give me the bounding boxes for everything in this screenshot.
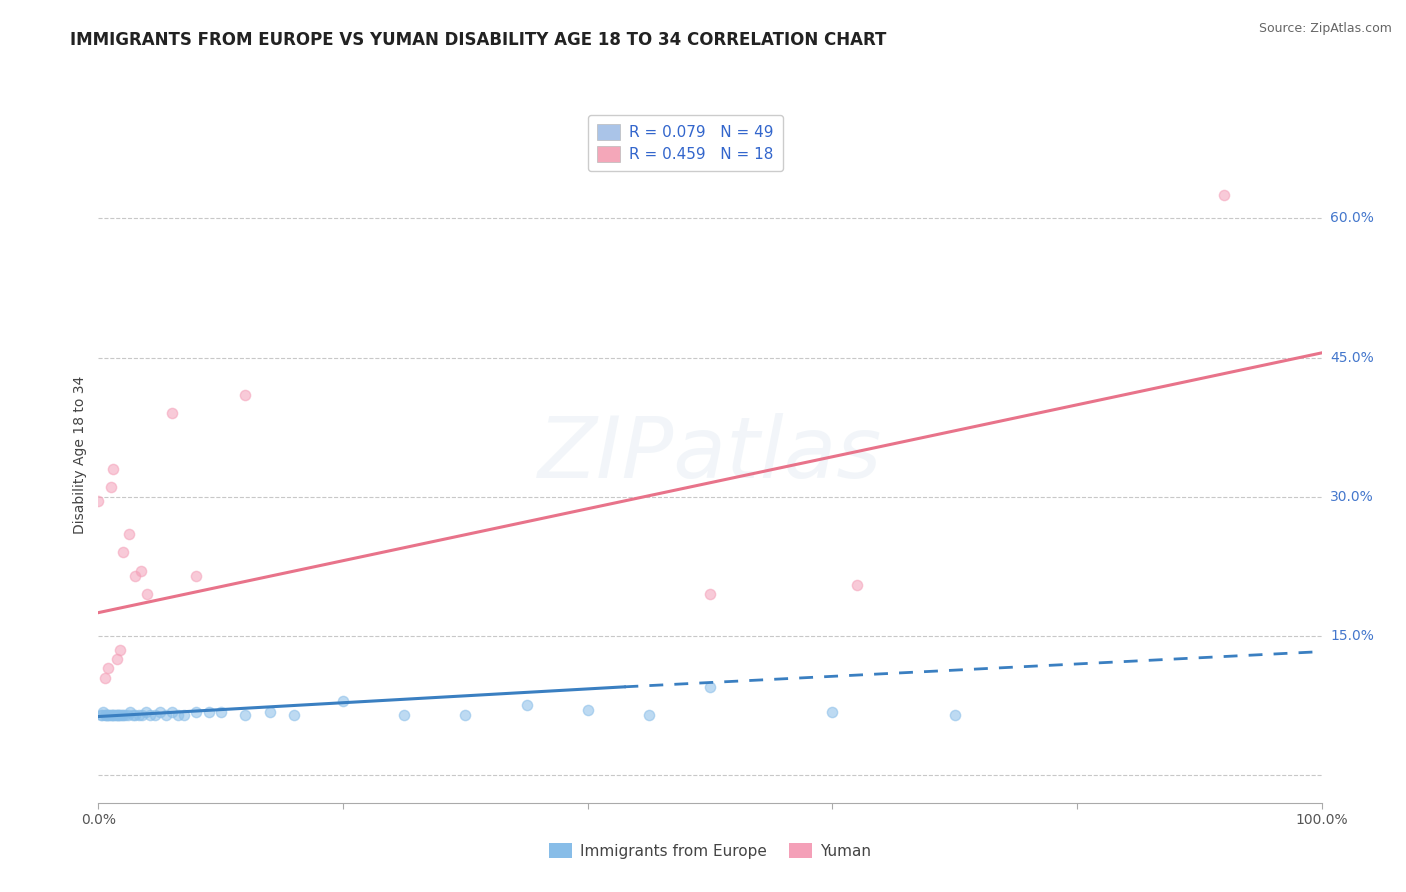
Point	[332, 694, 354, 708]
Point	[149, 705, 172, 719]
Point	[103, 707, 125, 722]
Point	[186, 568, 208, 582]
Point	[160, 406, 183, 420]
Point	[392, 707, 416, 722]
Text: 15.0%: 15.0%	[1330, 629, 1374, 643]
Point	[139, 707, 162, 722]
Point	[209, 705, 232, 719]
Point	[110, 642, 132, 657]
Point	[135, 705, 157, 719]
Point	[94, 707, 117, 722]
Point	[637, 707, 661, 722]
Point	[943, 707, 966, 722]
Text: 45.0%: 45.0%	[1330, 351, 1374, 365]
Point	[124, 568, 146, 582]
Point	[160, 705, 183, 719]
Point	[233, 707, 256, 722]
Point	[131, 707, 153, 722]
Point	[120, 705, 142, 719]
Point	[105, 652, 128, 666]
Point	[129, 564, 152, 578]
Point	[173, 707, 195, 722]
Point	[90, 707, 112, 722]
Point	[101, 707, 124, 722]
Point	[107, 707, 129, 722]
Point	[167, 707, 190, 722]
Point	[110, 707, 132, 722]
Point	[121, 707, 143, 722]
Point	[87, 494, 110, 508]
Point	[576, 703, 599, 717]
Point	[100, 480, 122, 494]
Point	[283, 707, 305, 722]
Point	[117, 707, 139, 722]
Point	[143, 707, 166, 722]
Point	[97, 661, 120, 675]
Point	[186, 705, 208, 719]
Point	[136, 587, 159, 601]
Text: IMMIGRANTS FROM EUROPE VS YUMAN DISABILITY AGE 18 TO 34 CORRELATION CHART: IMMIGRANTS FROM EUROPE VS YUMAN DISABILI…	[70, 31, 887, 49]
Point	[108, 707, 131, 722]
Point	[105, 707, 128, 722]
Point	[111, 707, 134, 722]
Point	[91, 707, 114, 722]
Text: 30.0%: 30.0%	[1330, 490, 1374, 504]
Point	[111, 545, 134, 559]
Point	[91, 705, 114, 719]
Text: 60.0%: 60.0%	[1330, 211, 1374, 226]
Point	[111, 707, 134, 722]
Point	[118, 526, 141, 541]
Point	[821, 705, 844, 719]
Point	[101, 707, 124, 722]
Point	[197, 705, 219, 719]
Point	[96, 707, 118, 722]
Point	[1212, 188, 1234, 202]
Point	[93, 671, 115, 685]
Point	[114, 707, 136, 722]
Text: Source: ZipAtlas.com: Source: ZipAtlas.com	[1258, 22, 1392, 36]
Point	[454, 707, 477, 722]
Point	[515, 698, 537, 713]
Point	[124, 707, 146, 722]
Legend: Immigrants from Europe, Yuman: Immigrants from Europe, Yuman	[543, 837, 877, 864]
Point	[845, 578, 868, 592]
Point	[233, 387, 256, 401]
Point	[98, 707, 121, 722]
Point	[93, 707, 115, 722]
Point	[699, 680, 721, 694]
Point	[128, 707, 150, 722]
Point	[699, 587, 721, 601]
Point	[104, 707, 127, 722]
Point	[155, 707, 177, 722]
Y-axis label: Disability Age 18 to 34: Disability Age 18 to 34	[73, 376, 87, 534]
Point	[101, 462, 124, 476]
Text: ZIPatlas: ZIPatlas	[538, 413, 882, 497]
Point	[97, 707, 120, 722]
Point	[100, 707, 122, 722]
Point	[259, 705, 281, 719]
